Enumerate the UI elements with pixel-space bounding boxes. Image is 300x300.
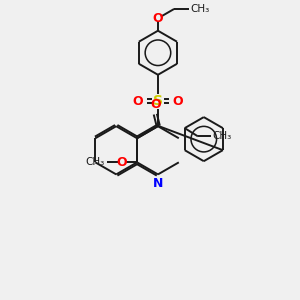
Text: O: O <box>150 98 160 111</box>
Text: O: O <box>172 95 183 108</box>
Text: CH₃: CH₃ <box>190 4 209 14</box>
Text: CH₃: CH₃ <box>212 131 232 141</box>
Text: N: N <box>153 177 163 190</box>
Text: O: O <box>153 12 163 25</box>
Text: CH₃: CH₃ <box>86 158 105 167</box>
Text: S: S <box>153 94 163 108</box>
Text: O: O <box>116 156 127 169</box>
Text: O: O <box>133 95 143 108</box>
